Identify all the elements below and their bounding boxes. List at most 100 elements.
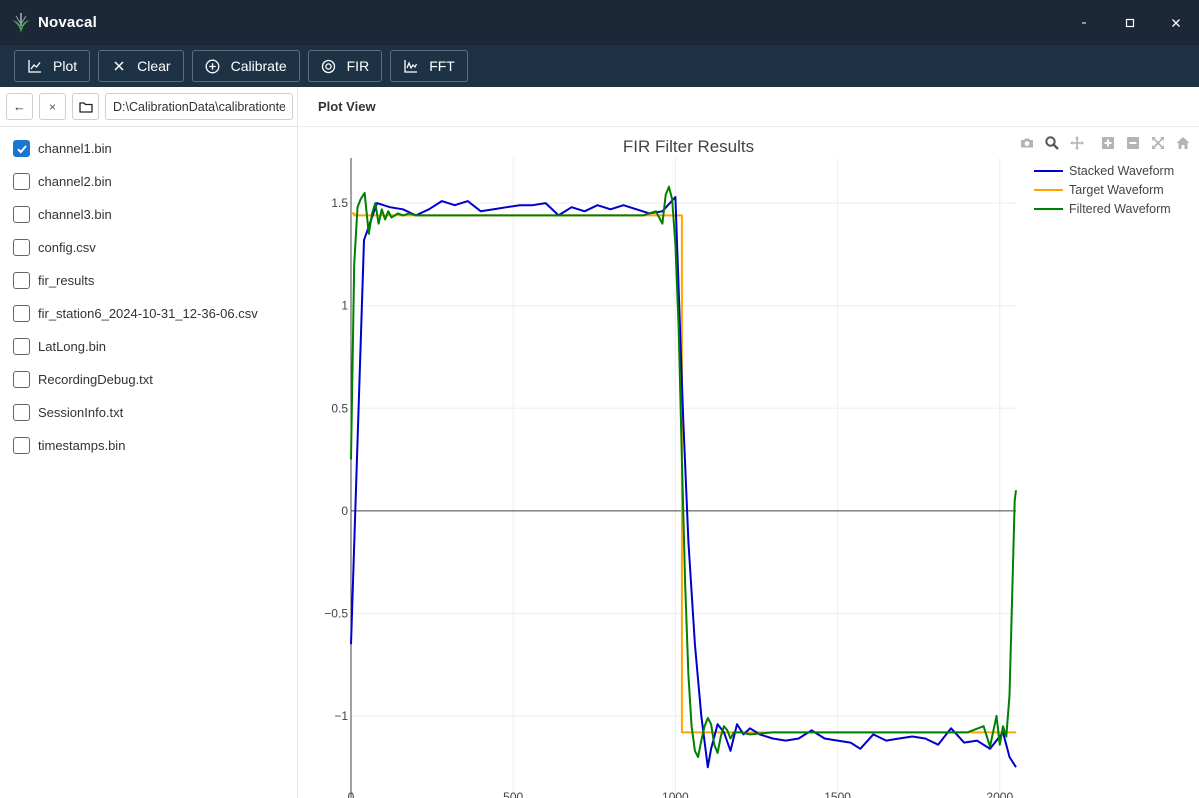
clear-button-label: Clear: [137, 58, 171, 74]
toolbar: Plot Clear Calibrate FIR FFT: [0, 45, 1199, 87]
fir-button[interactable]: FIR: [307, 50, 383, 82]
file-name: channel3.bin: [38, 207, 112, 222]
file-item[interactable]: fir_results: [0, 264, 297, 297]
app-title: Novacal: [38, 14, 97, 31]
file-name: RecordingDebug.txt: [38, 372, 153, 387]
modebar-button-home[interactable]: [1170, 132, 1195, 154]
y-tick-label: −0.5: [324, 606, 348, 620]
file-name: channel1.bin: [38, 141, 112, 156]
app-logo-icon: [12, 12, 30, 33]
legend-label[interactable]: Target Waveform: [1069, 183, 1164, 197]
chart-title: FIR Filter Results: [623, 137, 754, 156]
autoscale-icon: [1151, 137, 1164, 149]
zoom-icon: [1044, 136, 1059, 150]
clear-icon: ×: [48, 99, 56, 114]
zoom-in-icon: [1101, 137, 1114, 149]
file-checkbox[interactable]: [13, 173, 30, 190]
minimize-button[interactable]: [1061, 0, 1107, 45]
fir-button-label: FIR: [346, 58, 370, 74]
modebar-button-zoom-in[interactable]: [1095, 132, 1120, 154]
close-icon: [1172, 18, 1180, 27]
y-tick-label: 1: [341, 299, 348, 313]
y-tick-label: −1: [334, 709, 348, 723]
line-chart-icon: [27, 58, 43, 74]
file-browser-nav: ← ×: [0, 87, 297, 127]
x-tick-label: 1000: [662, 790, 689, 798]
file-checkbox[interactable]: [13, 239, 30, 256]
file-checkbox[interactable]: [13, 305, 30, 322]
calibrate-button-label: Calibrate: [230, 58, 287, 74]
modebar-button-zoom[interactable]: [1039, 132, 1064, 154]
x-tick-label: 500: [503, 790, 523, 798]
close-icon: [111, 58, 127, 74]
file-checkbox[interactable]: [13, 404, 30, 421]
plot-view-panel: Plot View FIR Filter Results −1 −0.5 0 0.5 1 1…: [299, 87, 1199, 798]
plot-area: FIR Filter Results −1 −0.5 0 0.5 1 1.5 0 500 1000…: [299, 127, 1199, 798]
calibrate-button[interactable]: Calibrate: [191, 50, 300, 82]
file-item[interactable]: timestamps.bin: [0, 429, 297, 462]
spectrum-chart-icon: [403, 58, 419, 74]
series-line-target-waveform: [351, 212, 1016, 734]
minimize-icon: [1082, 22, 1086, 23]
file-item[interactable]: RecordingDebug.txt: [0, 363, 297, 396]
x-tick-label: 2000: [986, 790, 1013, 798]
camera-icon: [1020, 138, 1033, 148]
y-tick-label: 0: [341, 504, 348, 518]
file-name: SessionInfo.txt: [38, 405, 124, 420]
file-item[interactable]: channel1.bin: [0, 132, 297, 165]
file-name: config.csv: [38, 240, 96, 255]
legend-label[interactable]: Stacked Waveform: [1069, 164, 1174, 178]
title-bar: Novacal: [0, 0, 1199, 45]
file-name: fir_station6_2024-10-31_12-36-06.csv: [38, 306, 258, 321]
file-checkbox[interactable]: [13, 371, 30, 388]
file-item[interactable]: LatLong.bin: [0, 330, 297, 363]
browse-folder-button[interactable]: [72, 93, 99, 120]
y-tick-label: 1.5: [331, 196, 348, 210]
maximize-button[interactable]: [1107, 0, 1153, 45]
x-tick-label: 0: [348, 790, 355, 798]
clear-button[interactable]: Clear: [98, 50, 184, 82]
modebar-button-autoscale[interactable]: [1145, 132, 1170, 154]
maximize-icon: [1125, 18, 1135, 27]
close-window-button[interactable]: [1153, 0, 1199, 45]
legend-label[interactable]: Filtered Waveform: [1069, 202, 1171, 216]
file-item[interactable]: config.csv: [0, 231, 297, 264]
file-checkbox[interactable]: [13, 338, 30, 355]
zoom-out-icon: [1126, 137, 1139, 149]
file-name: fir_results: [38, 273, 95, 288]
file-name: channel2.bin: [38, 174, 112, 189]
file-name: timestamps.bin: [38, 438, 126, 453]
modebar-button-zoom-out[interactable]: [1120, 132, 1145, 154]
plot-button[interactable]: Plot: [14, 50, 91, 82]
file-item[interactable]: channel2.bin: [0, 165, 297, 198]
fir-chart[interactable]: FIR Filter Results −1 −0.5 0 0.5 1 1.5 0 500 1000…: [299, 127, 1199, 798]
fft-button-label: FFT: [429, 58, 455, 74]
plot-view-header: Plot View: [299, 87, 1199, 127]
clear-path-button[interactable]: ×: [39, 93, 66, 120]
pan-icon: [1069, 136, 1084, 150]
file-checkbox[interactable]: [13, 437, 30, 454]
x-tick-label: 1500: [824, 790, 851, 798]
modebar-button-camera[interactable]: [1014, 132, 1039, 154]
file-item[interactable]: fir_station6_2024-10-31_12-36-06.csv: [0, 297, 297, 330]
window-controls: [1061, 0, 1199, 45]
file-list: channel1.bin channel2.bin channel3.bin conf…: [0, 127, 297, 462]
y-tick-label: 0.5: [331, 401, 348, 415]
file-browser-panel: ← × channel1.bin channel2.bin channel3.bin…: [0, 87, 298, 798]
file-checkbox[interactable]: [13, 272, 30, 289]
target-icon: [321, 58, 337, 74]
file-item[interactable]: channel3.bin: [0, 198, 297, 231]
file-item[interactable]: SessionInfo.txt: [0, 396, 297, 429]
path-input[interactable]: [105, 93, 293, 120]
file-checkbox[interactable]: [13, 140, 30, 157]
home-icon: [1176, 137, 1189, 149]
plot-modebar: [1014, 132, 1195, 154]
series-line-filtered-waveform: [350, 185, 1017, 758]
plus-circle-icon: [205, 58, 221, 74]
plot-button-label: Plot: [53, 58, 78, 74]
file-checkbox[interactable]: [13, 206, 30, 223]
fft-button[interactable]: FFT: [390, 50, 468, 82]
checkmark-icon: [16, 144, 27, 153]
back-button[interactable]: ←: [6, 93, 33, 120]
modebar-button-pan[interactable]: [1064, 132, 1089, 154]
